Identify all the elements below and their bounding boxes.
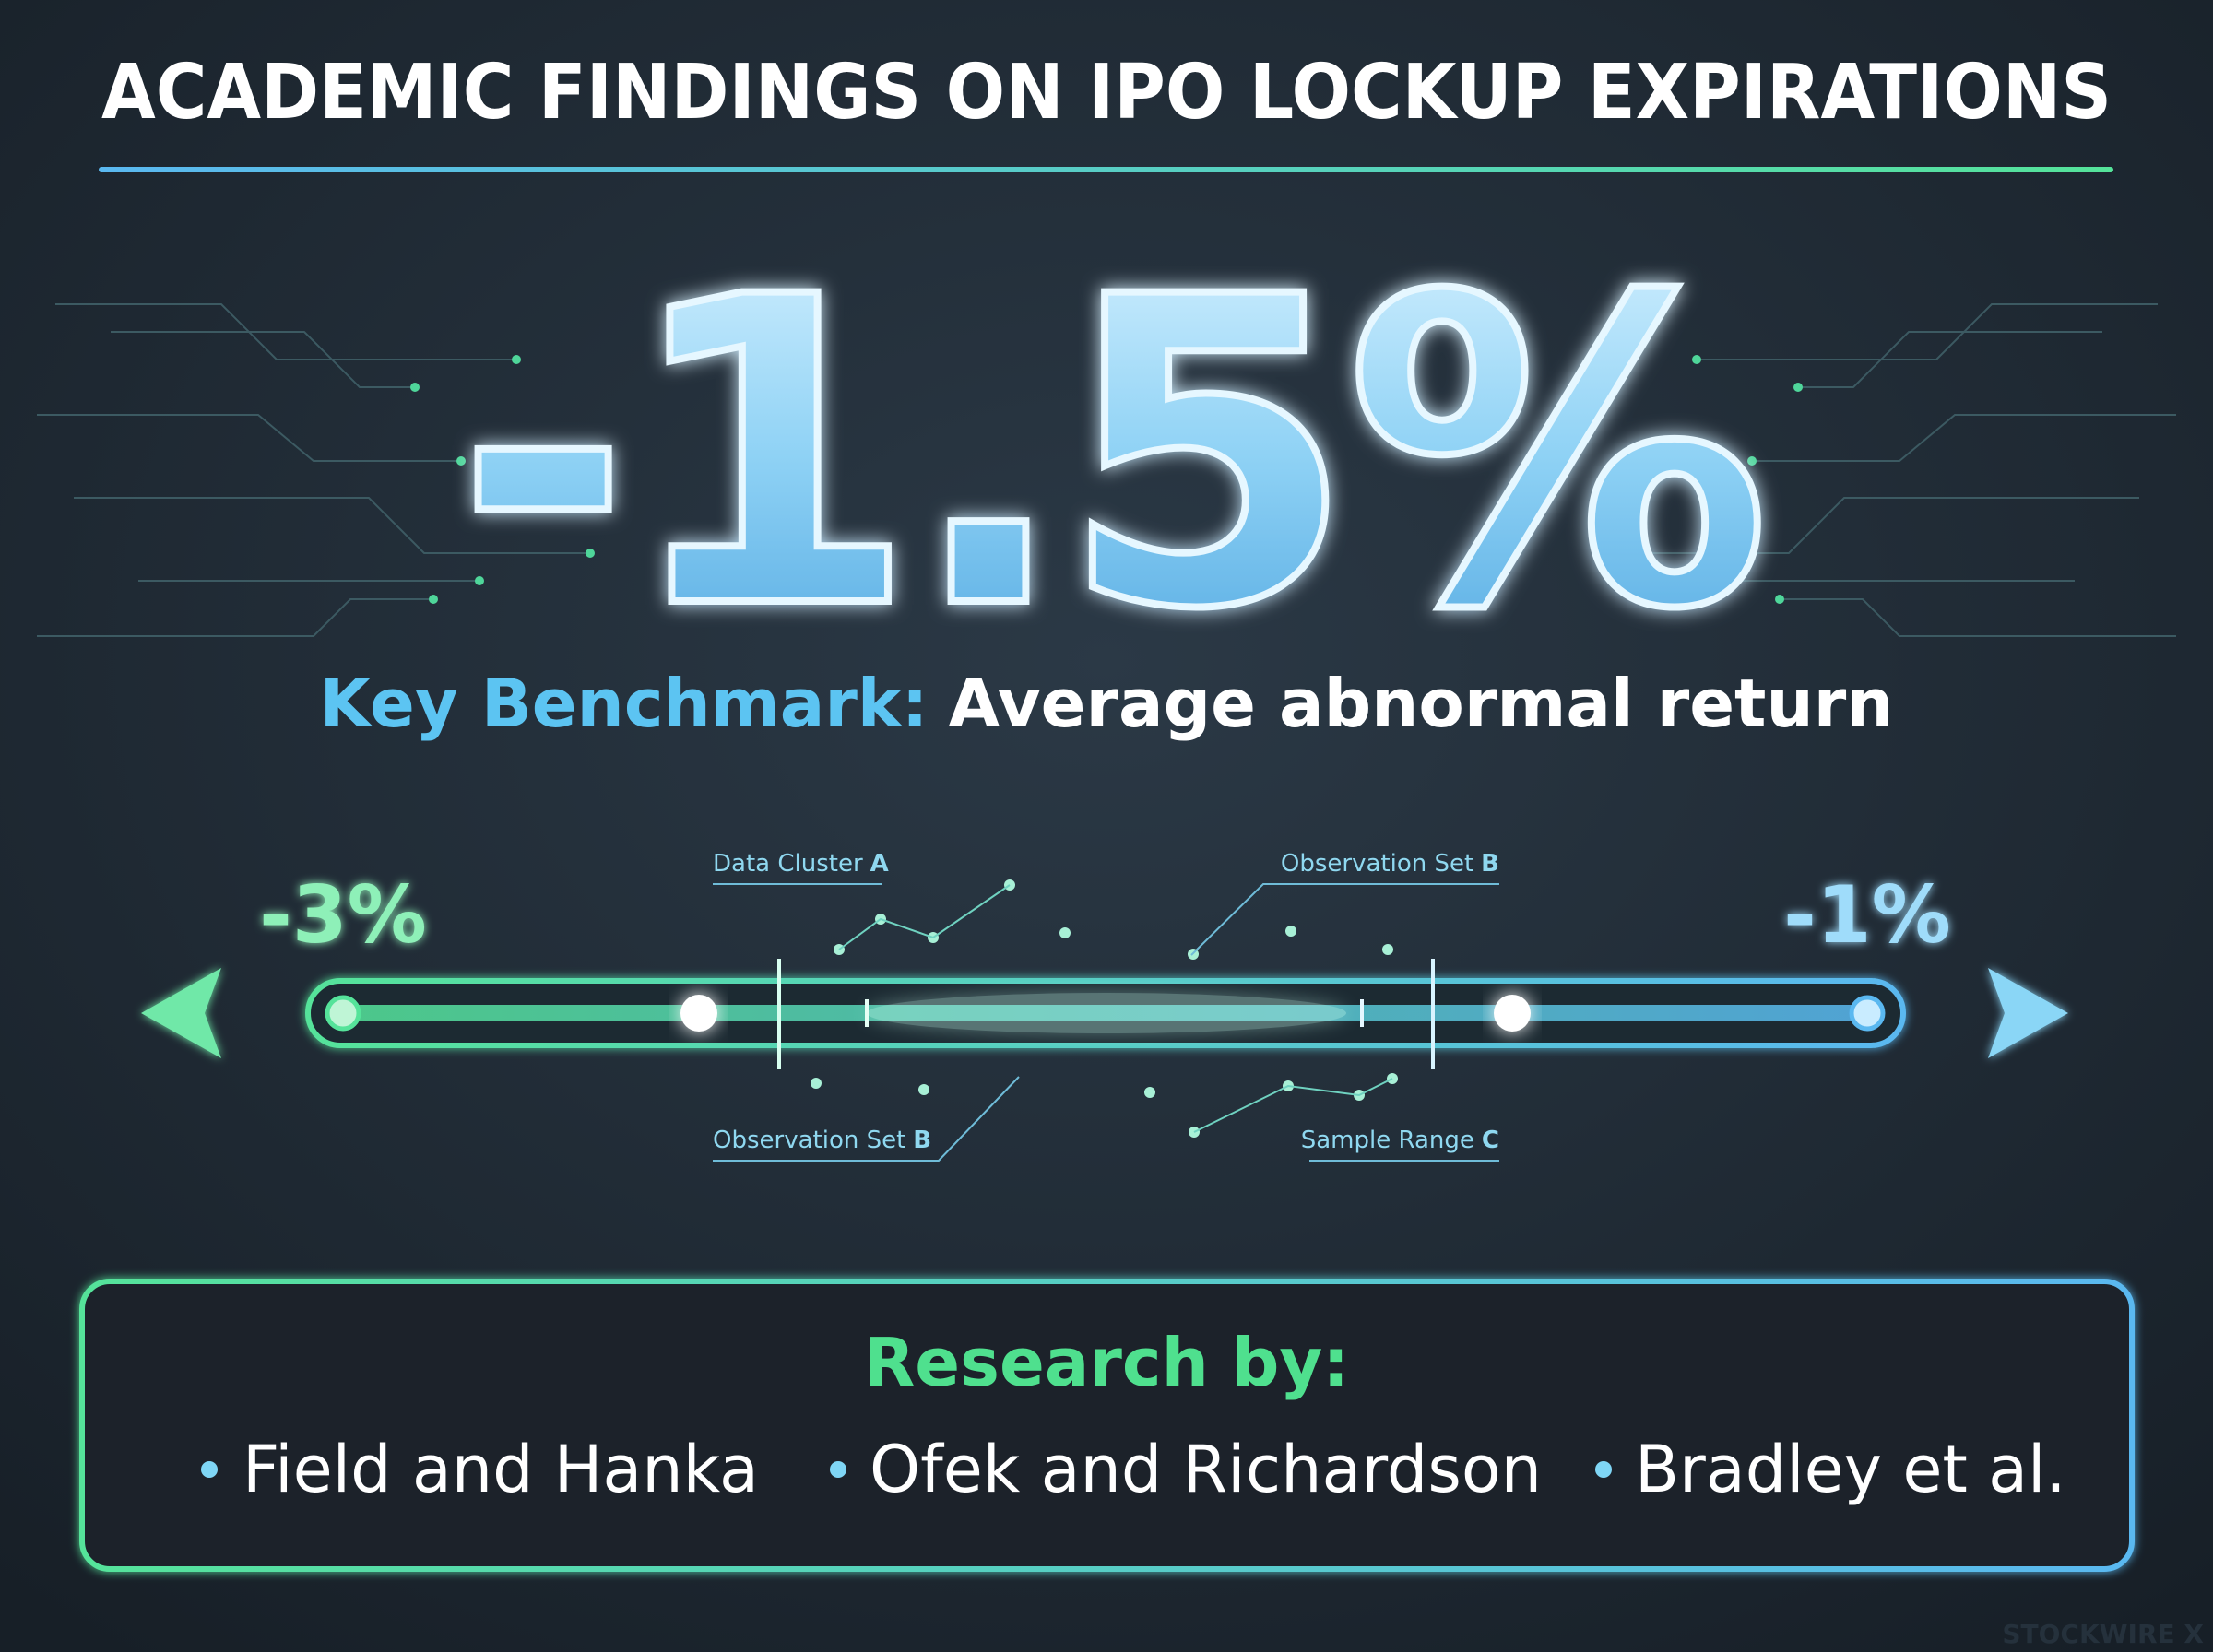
circuit-node [1793, 383, 1803, 392]
circuit-node [586, 549, 595, 558]
watermark: STOCKWIRE X [2002, 1619, 2204, 1649]
circuit-line [111, 331, 415, 388]
annotation-text: Sample Range [1301, 1127, 1474, 1154]
annotation-text: Data Cluster [713, 850, 863, 878]
annotation-tag: B [913, 1127, 931, 1154]
circuit-line [74, 497, 590, 554]
annotation: Observation Set B [713, 1127, 931, 1154]
annotation-text: Observation Set [1281, 850, 1473, 878]
circuit-line [1780, 598, 2176, 637]
decoration [37, 303, 2176, 1138]
circuit-node [1692, 355, 1701, 364]
right-arrow [1988, 968, 2068, 1058]
circuit-node [429, 595, 438, 604]
title: ACADEMIC FINDINGS ON IPO LOCKUP EXPIRATI… [101, 49, 2112, 136]
circuit-node [410, 383, 420, 392]
author: Ofek and Richardson [870, 1432, 1542, 1507]
range-bar [141, 959, 2068, 1069]
headline-value: -1.5% [456, 208, 1764, 702]
circuit-node [512, 355, 521, 364]
circuit-line [37, 414, 461, 462]
range-high: -1% [1783, 869, 1951, 962]
circuit-node [456, 456, 466, 466]
headline-caption: Key Benchmark: Average abnormal return [319, 665, 1893, 742]
left-arrow [141, 968, 221, 1058]
sparkle [1382, 944, 1393, 955]
bullet [830, 1461, 846, 1478]
bullet [201, 1461, 218, 1478]
sparkle [1059, 927, 1071, 938]
annotation-tag: C [1482, 1127, 1499, 1154]
sparkle-link [1193, 1078, 1393, 1133]
author: Field and Hanka [243, 1432, 759, 1507]
sparkle [1285, 926, 1296, 937]
headline-description: Average abnormal return [949, 665, 1894, 742]
annotation-line [713, 1076, 1020, 1162]
annotation-tag: A [870, 850, 889, 878]
sparkle [918, 1084, 929, 1095]
sparkle [1144, 1087, 1155, 1098]
circuit-node [1729, 576, 1738, 585]
circuit-node [475, 576, 484, 585]
sparkle [811, 1078, 822, 1089]
bullet [1595, 1461, 1612, 1478]
annotation: Sample Range C [1301, 1127, 1499, 1154]
circuit-line [37, 598, 433, 637]
range-dot [680, 995, 717, 1032]
range-dot [1494, 995, 1531, 1032]
circuit-line [1798, 331, 2102, 388]
circuit-node [1775, 595, 1784, 604]
bar-center-glow [867, 993, 1346, 1033]
annotation-line [1190, 883, 1499, 956]
range-dot [1849, 995, 1886, 1032]
range-low: -3% [259, 869, 427, 962]
annotation-text: Observation Set [713, 1127, 905, 1154]
headline-label: Key Benchmark: [319, 665, 928, 742]
sparkle-link [838, 884, 1011, 950]
circuit-node [1618, 549, 1627, 558]
circuit-line [1752, 414, 2176, 462]
circuit-node [1747, 456, 1757, 466]
range-dot [325, 995, 361, 1032]
research-heading: Research by: [864, 1324, 1349, 1401]
circuit-line [1623, 497, 2139, 554]
title-underline [99, 167, 2113, 172]
author: Bradley et al. [1635, 1432, 2066, 1507]
research-box [79, 1279, 2135, 1572]
annotation: Data Cluster A [713, 850, 889, 878]
annotation-tag: B [1481, 850, 1499, 878]
annotation: Observation Set B [1281, 850, 1499, 878]
